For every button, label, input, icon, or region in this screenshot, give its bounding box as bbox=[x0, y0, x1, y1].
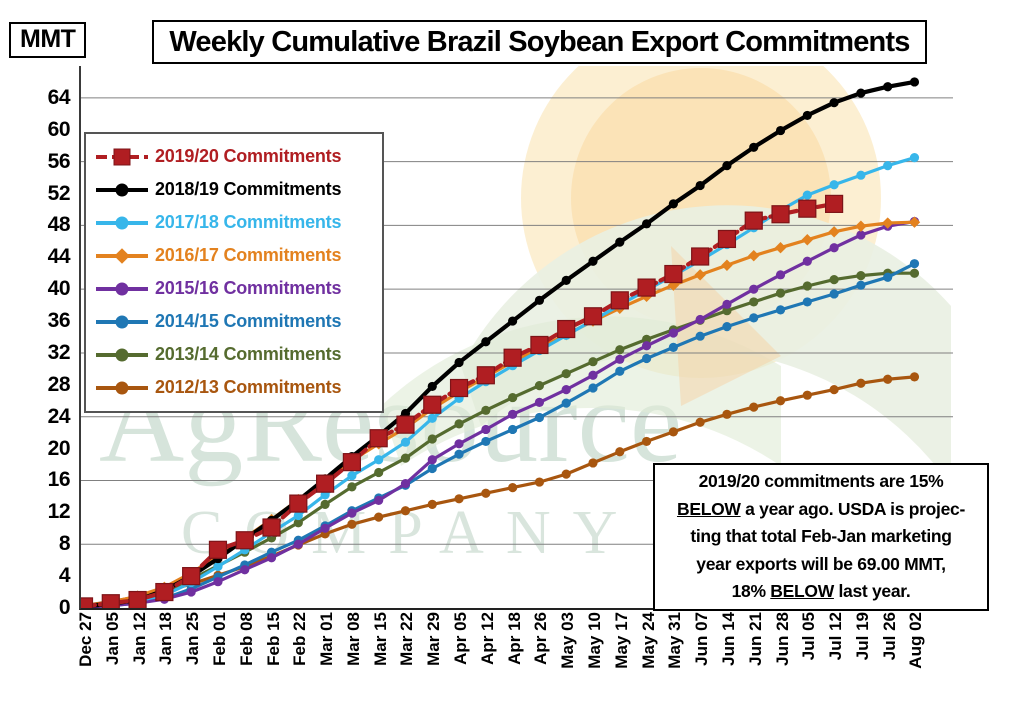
y-axis-tick-label: 44 bbox=[47, 245, 71, 269]
y-axis-tick-label: 32 bbox=[47, 340, 71, 364]
legend-item[interactable]: 2014/15 Commitments bbox=[96, 305, 372, 338]
x-axis-tick-label: Aug 02 bbox=[906, 612, 926, 669]
x-axis-tick-label: Jan 12 bbox=[129, 612, 149, 665]
y-axis-tick-label: 24 bbox=[47, 404, 71, 428]
legend-marker-icon bbox=[114, 247, 130, 264]
legend-marker-icon bbox=[115, 348, 129, 361]
legend-marker-icon bbox=[115, 282, 129, 295]
legend-marker-icon bbox=[115, 315, 129, 328]
y-axis-tick-label: 36 bbox=[47, 309, 71, 333]
legend-swatch-square-icon bbox=[96, 147, 148, 167]
legend-marker-icon bbox=[115, 381, 129, 394]
x-axis-tick-label: Apr 05 bbox=[451, 612, 471, 665]
x-axis-tick-label: Jun 21 bbox=[745, 612, 765, 666]
x-axis-tick-label: Mar 01 bbox=[317, 612, 337, 666]
legend-swatch-circle-icon bbox=[96, 312, 148, 332]
legend: 2019/20 Commitments 2018/19 Commitments 20… bbox=[84, 132, 384, 413]
x-axis-tick-label: May 31 bbox=[665, 612, 685, 669]
y-axis-tick-label: 12 bbox=[47, 500, 71, 524]
annotation-line-1: 2019/20 commitments are 15% bbox=[698, 470, 944, 491]
legend-label: 2017/18 Commitments bbox=[155, 212, 342, 232]
x-axis-tick-label: Mar 22 bbox=[397, 612, 417, 666]
y-axis-tick-label: 40 bbox=[47, 277, 71, 301]
x-axis-tick-label: Apr 12 bbox=[477, 612, 497, 665]
units-badge: MMT bbox=[9, 22, 87, 58]
y-axis-tick-label: 28 bbox=[47, 372, 71, 396]
legend-item[interactable]: 2015/16 Commitments bbox=[96, 272, 372, 305]
y-axis-tick-label: 8 bbox=[58, 532, 71, 556]
legend-item[interactable]: 2013/14 Commitments bbox=[96, 338, 372, 371]
x-axis-tick-label: Feb 01 bbox=[209, 612, 229, 666]
y-axis-tick-label: 20 bbox=[47, 436, 71, 460]
y-axis-tick-label: 60 bbox=[47, 117, 71, 141]
legend-label: 2018/19 Commitments bbox=[155, 179, 342, 199]
x-axis-tick-label: Dec 27 bbox=[76, 612, 95, 667]
y-axis-tick-label: 52 bbox=[47, 181, 71, 205]
legend-marker-icon bbox=[115, 183, 129, 196]
legend-swatch-diamond-icon bbox=[96, 246, 148, 266]
legend-label: 2013/14 Commitments bbox=[155, 344, 342, 364]
legend-item[interactable]: 2018/19 Commitments bbox=[96, 173, 372, 206]
legend-label: 2019/20 Commitments bbox=[155, 146, 342, 166]
y-axis-labels: 0 4 8 12 16 20 24 28 32 36 40 44 48 52 56 60 64 bbox=[4, 66, 71, 619]
legend-label: 2012/13 Commitments bbox=[155, 377, 342, 397]
legend-swatch-circle-icon bbox=[96, 213, 148, 233]
legend-item[interactable]: 2017/18 Commitments bbox=[96, 206, 372, 239]
legend-marker-icon bbox=[113, 148, 131, 165]
x-axis-tick-label: Jul 19 bbox=[852, 612, 872, 661]
x-axis-tick-label: Jan 18 bbox=[156, 612, 176, 665]
x-axis-tick-label: Jun 14 bbox=[718, 612, 738, 666]
x-axis-tick-label: Jun 28 bbox=[772, 612, 792, 666]
x-axis-tick-label: Jan 25 bbox=[183, 612, 203, 665]
x-axis-tick-label: Jan 05 bbox=[102, 612, 122, 665]
background-logo-graphic bbox=[381, 66, 951, 487]
y-axis-tick-label: 16 bbox=[47, 468, 71, 492]
legend-label: 2014/15 Commitments bbox=[155, 311, 342, 331]
x-axis-tick-label: Apr 26 bbox=[531, 612, 551, 665]
x-axis-tick-label: Feb 08 bbox=[236, 612, 256, 666]
annotation-line-5: 18% BELOW last year. bbox=[731, 581, 911, 602]
x-axis-tick-label: Jul 26 bbox=[879, 612, 899, 661]
y-axis-tick-label: 48 bbox=[47, 213, 71, 237]
x-axis-tick-label: Jun 07 bbox=[692, 612, 712, 666]
x-axis-labels: Dec 27 Jan 05 Jan 12 Jan 18 Jan 25 Feb 01 Feb … bbox=[76, 612, 951, 710]
legend-swatch-circle-icon bbox=[96, 180, 148, 200]
x-axis-tick-label: May 24 bbox=[638, 612, 658, 669]
legend-swatch-circle-icon bbox=[96, 345, 148, 365]
x-axis-tick-label: May 10 bbox=[585, 612, 604, 669]
data-series bbox=[81, 77, 921, 608]
legend-label: 2016/17 Commitments bbox=[155, 245, 342, 265]
y-axis-tick-label: 64 bbox=[47, 85, 71, 109]
legend-label: 2015/16 Commitments bbox=[155, 278, 342, 298]
legend-item[interactable]: 2012/13 Commitments bbox=[96, 371, 372, 404]
x-axis-tick-label: Mar 15 bbox=[370, 612, 390, 666]
x-axis-tick-label: May 17 bbox=[611, 612, 631, 669]
y-axis-tick-label: 56 bbox=[47, 149, 71, 173]
annotation-below-1: BELOW bbox=[676, 498, 741, 519]
legend-swatch-circle-icon bbox=[96, 279, 148, 299]
annotation-box: 2019/20 commitments are 15% BELOW a year… bbox=[653, 463, 989, 611]
y-axis-tick-label: 0 bbox=[58, 596, 71, 619]
legend-item[interactable]: 2016/17 Commitments bbox=[96, 239, 372, 272]
annotation-below-2: BELOW bbox=[770, 581, 834, 602]
annotation-line-3: ting that total Feb-Jan marketing bbox=[690, 526, 952, 547]
x-axis-tick-label: Feb 22 bbox=[290, 612, 310, 666]
x-axis-tick-label: Jul 05 bbox=[799, 612, 819, 661]
x-axis-tick-label: Mar 08 bbox=[343, 612, 363, 666]
x-axis-tick-label: May 03 bbox=[558, 612, 578, 669]
x-axis-tick-label: Mar 29 bbox=[424, 612, 444, 666]
page-title: Weekly Cumulative Brazil Soybean Export … bbox=[152, 20, 927, 64]
x-axis-tick-label: Jul 12 bbox=[826, 612, 846, 661]
legend-marker-icon bbox=[115, 216, 129, 229]
annotation-line-2: BELOW a year ago. USDA is projec- bbox=[676, 498, 965, 519]
x-axis-tick-label: Apr 18 bbox=[504, 612, 524, 665]
legend-swatch-circle-icon bbox=[96, 378, 148, 398]
annotation-line-4: year exports will be 69.00 MMT, bbox=[696, 553, 946, 574]
legend-item[interactable]: 2019/20 Commitments bbox=[96, 140, 372, 173]
x-axis-tick-label: Feb 15 bbox=[263, 612, 283, 666]
y-axis-tick-label: 4 bbox=[58, 564, 71, 588]
